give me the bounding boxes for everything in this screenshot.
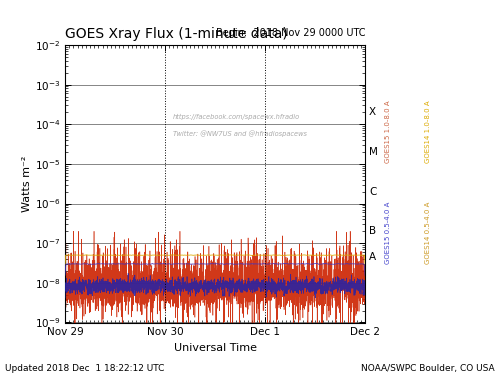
Y-axis label: Watts m⁻²: Watts m⁻²	[22, 156, 32, 212]
Text: NOAA/SWPC Boulder, CO USA: NOAA/SWPC Boulder, CO USA	[362, 364, 495, 373]
Text: A: A	[369, 252, 376, 262]
Text: https://facebook.com/spacewx.hfradio: https://facebook.com/spacewx.hfradio	[173, 114, 300, 120]
Text: Begin:  2018 Nov 29 0000 UTC: Begin: 2018 Nov 29 0000 UTC	[216, 28, 365, 38]
Text: B: B	[369, 226, 376, 236]
Text: Updated 2018 Dec  1 18:22:12 UTC: Updated 2018 Dec 1 18:22:12 UTC	[5, 364, 164, 373]
Text: GOES14 0.5-4.0 A: GOES14 0.5-4.0 A	[424, 201, 430, 264]
X-axis label: Universal Time: Universal Time	[174, 343, 256, 353]
Text: GOES15 1.0-8.0 A: GOES15 1.0-8.0 A	[384, 100, 390, 163]
Text: Twitter: @NW7US and @hfradiospacews: Twitter: @NW7US and @hfradiospacews	[173, 130, 307, 136]
Text: M: M	[369, 147, 378, 157]
Text: GOES14 1.0-8.0 A: GOES14 1.0-8.0 A	[424, 100, 430, 163]
Text: GOES Xray Flux (1-minute data): GOES Xray Flux (1-minute data)	[65, 27, 288, 41]
Text: GOES15 0.5-4.0 A: GOES15 0.5-4.0 A	[384, 201, 390, 264]
Text: C: C	[369, 187, 376, 196]
Text: X: X	[369, 107, 376, 117]
